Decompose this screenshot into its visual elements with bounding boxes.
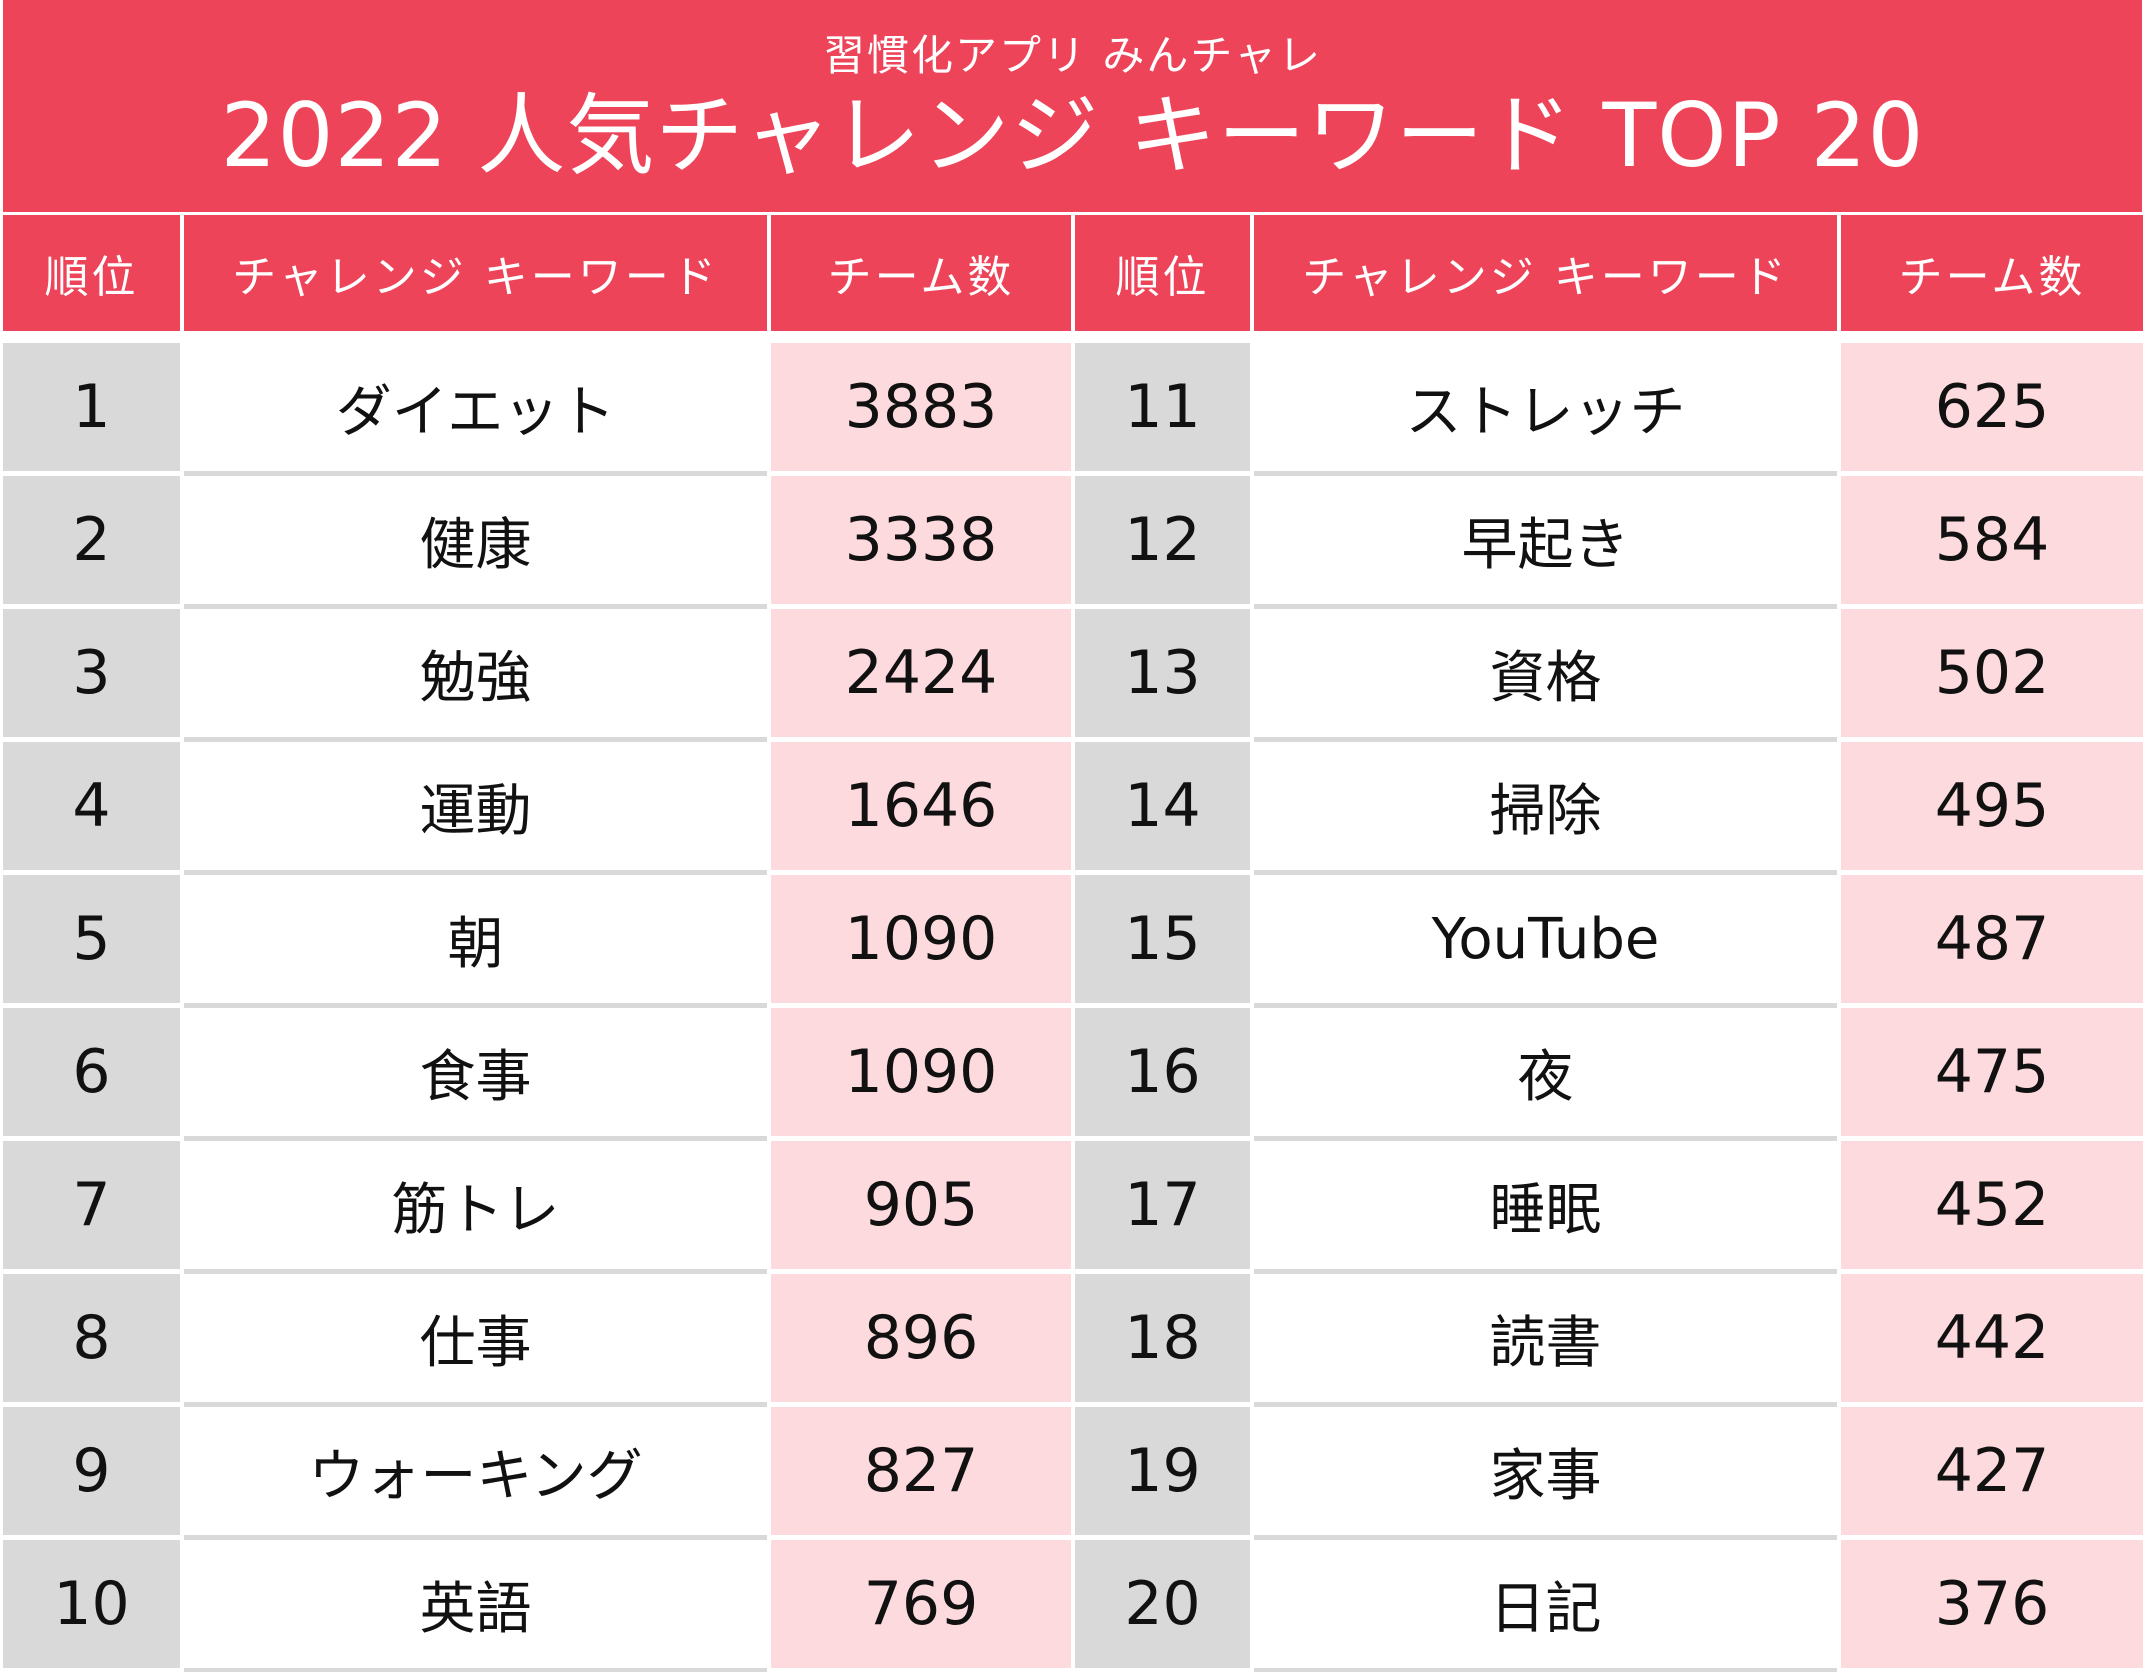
rank-cell: 17 [1075, 1141, 1250, 1274]
count-cell: 625 [1841, 343, 2143, 476]
count-cell: 376 [1841, 1540, 2143, 1672]
keyword-cell: 掃除 [1254, 742, 1837, 875]
keyword-cell: 英語 [184, 1540, 767, 1672]
header-count-right: チーム数 [1841, 215, 2143, 343]
count-cell: 487 [1841, 875, 2143, 1008]
rank-cell: 11 [1075, 343, 1250, 476]
rank-cell: 19 [1075, 1407, 1250, 1540]
keyword-cell: ストレッチ [1254, 343, 1837, 476]
rank-cell: 3 [3, 609, 180, 742]
count-cell: 1090 [771, 875, 1071, 1008]
rank-cell: 12 [1075, 476, 1250, 609]
header-rank-right: 順位 [1075, 215, 1250, 343]
count-cell: 1646 [771, 742, 1071, 875]
header-keyword-right: チャレンジ キーワード [1254, 215, 1837, 343]
keyword-cell: 早起き [1254, 476, 1837, 609]
rank-cell: 15 [1075, 875, 1250, 1008]
count-cell: 769 [771, 1540, 1071, 1672]
rank-cell: 4 [3, 742, 180, 875]
keyword-cell: 食事 [184, 1008, 767, 1141]
rank-cell: 13 [1075, 609, 1250, 742]
count-cell: 1090 [771, 1008, 1071, 1141]
count-cell: 442 [1841, 1274, 2143, 1407]
keyword-cell: 朝 [184, 875, 767, 1008]
keyword-cell: 読書 [1254, 1274, 1837, 1407]
rank-cell: 8 [3, 1274, 180, 1407]
keyword-cell: 夜 [1254, 1008, 1837, 1141]
rank-cell: 7 [3, 1141, 180, 1274]
keyword-cell: 家事 [1254, 1407, 1837, 1540]
count-cell: 3338 [771, 476, 1071, 609]
rank-cell: 2 [3, 476, 180, 609]
count-cell: 584 [1841, 476, 2143, 609]
subtitle: 習慣化アプリ みんチャレ [823, 31, 1322, 80]
keyword-cell: 運動 [184, 742, 767, 875]
keyword-cell: 睡眠 [1254, 1141, 1837, 1274]
header-rank-left: 順位 [3, 215, 180, 343]
count-cell: 452 [1841, 1141, 2143, 1274]
keyword-cell: 健康 [184, 476, 767, 609]
keyword-cell: YouTube [1254, 875, 1837, 1008]
rank-cell: 5 [3, 875, 180, 1008]
count-cell: 827 [771, 1407, 1071, 1540]
header-keyword-left: チャレンジ キーワード [184, 215, 767, 343]
ranking-table: 順位 チャレンジ キーワード チーム数 順位 チャレンジ キーワード チーム数 … [3, 215, 2143, 1672]
rank-cell: 1 [3, 343, 180, 476]
count-cell: 495 [1841, 742, 2143, 875]
rank-cell: 10 [3, 1540, 180, 1672]
count-cell: 475 [1841, 1008, 2143, 1141]
keyword-cell: 仕事 [184, 1274, 767, 1407]
page-title: 2022 人気チャレンジ キーワード TOP 20 [220, 84, 1925, 187]
count-cell: 427 [1841, 1407, 2143, 1540]
count-cell: 896 [771, 1274, 1071, 1407]
keyword-cell: 筋トレ [184, 1141, 767, 1274]
rank-cell: 20 [1075, 1540, 1250, 1672]
keyword-cell: ウォーキング [184, 1407, 767, 1540]
rank-cell: 9 [3, 1407, 180, 1540]
keyword-cell: ダイエット [184, 343, 767, 476]
keyword-cell: 勉強 [184, 609, 767, 742]
count-cell: 3883 [771, 343, 1071, 476]
count-cell: 502 [1841, 609, 2143, 742]
title-banner: 習慣化アプリ みんチャレ 2022 人気チャレンジ キーワード TOP 20 [3, 0, 2142, 212]
count-cell: 2424 [771, 609, 1071, 742]
count-cell: 905 [771, 1141, 1071, 1274]
rank-cell: 16 [1075, 1008, 1250, 1141]
keyword-cell: 資格 [1254, 609, 1837, 742]
header-count-left: チーム数 [771, 215, 1071, 343]
rank-cell: 18 [1075, 1274, 1250, 1407]
rank-cell: 14 [1075, 742, 1250, 875]
keyword-cell: 日記 [1254, 1540, 1837, 1672]
rank-cell: 6 [3, 1008, 180, 1141]
